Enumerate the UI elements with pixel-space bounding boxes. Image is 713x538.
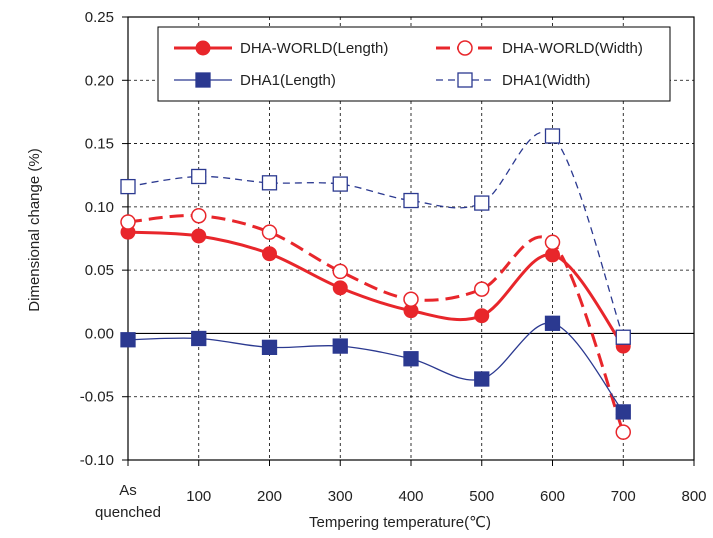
data-point [332,176,348,192]
legend-label: DHA-WORLD(Width) [502,40,643,57]
y-tick-label: 0.15 [85,136,114,153]
series-line [127,131,624,338]
data-point [191,207,207,224]
x-tick-label: 200 [257,488,282,505]
x-tick-label: 400 [398,488,423,505]
x-tick-label: 700 [611,488,636,505]
data-point [544,128,561,144]
y-tick-label: 0.00 [85,325,114,342]
data-point [403,192,419,209]
x-tick-label-line: As [119,482,137,499]
data-point [191,228,207,244]
data-point [261,175,278,191]
data-point [332,338,348,354]
legend-item: DHA-WORLD(Length) [174,40,388,57]
data-point [261,339,278,356]
data-point [120,178,136,195]
y-tick-label: -0.05 [80,389,114,406]
y-tick-label: 0.05 [85,262,114,279]
data-point [544,315,561,331]
x-tick-label: 800 [681,488,706,505]
series-2 [120,315,631,420]
data-point [615,404,631,420]
y-axis-title: Dimensional change (%) [26,148,43,311]
legend-item: DHA1(Width) [436,72,590,89]
x-tick-label: 100 [186,488,211,505]
y-tick-label: -0.10 [80,452,114,469]
x-tick-label: 500 [469,488,494,505]
y-tick-label: 0.20 [85,72,114,89]
data-point [474,308,490,324]
tick-labels: -0.10 -0.05 0.00 0.05 0.10 0.15 0.20 0.25 As quen… [80,9,707,521]
series-group [120,128,631,440]
data-point [544,234,561,251]
series-3 [120,128,631,345]
data-point [262,246,277,262]
y-tick-label: 0.10 [85,199,114,216]
data-point [615,424,631,440]
data-point [261,224,278,240]
data-point [615,329,631,345]
legend-label: DHA1(Width) [502,72,590,89]
y-tick-label: 0.25 [85,9,114,26]
data-point [191,330,207,347]
legend-label: DHA1(Length) [240,72,336,89]
legend-marker [457,72,473,88]
data-point [120,214,136,230]
data-point [545,247,560,263]
data-point [403,291,419,308]
x-tick-label: As quenched [95,482,161,521]
data-point [332,263,348,280]
x-tick-label: 600 [540,488,565,505]
legend-marker [457,40,473,56]
legend: DHA-WORLD(Length) DHA-WORLD(Width) DHA1(Le… [157,26,671,102]
data-point [332,280,348,296]
data-point [403,351,419,367]
data-point [474,195,490,211]
data-point [474,281,490,297]
legend-box [157,26,671,102]
x-axis-title: Tempering temperature(℃) [309,514,491,531]
x-tick-label-line: quenched [95,504,161,521]
data-point [191,168,207,185]
data-point [120,332,136,348]
series-1 [120,207,631,440]
x-tick-label: 300 [328,488,353,505]
series-0 [120,224,631,354]
legend-label: DHA-WORLD(Length) [240,40,388,57]
legend-marker [195,72,211,88]
legend-marker [195,40,211,56]
data-point [474,371,490,387]
legend-item: DHA-WORLD(Width) [436,40,643,57]
legend-item: DHA1(Length) [174,72,336,89]
